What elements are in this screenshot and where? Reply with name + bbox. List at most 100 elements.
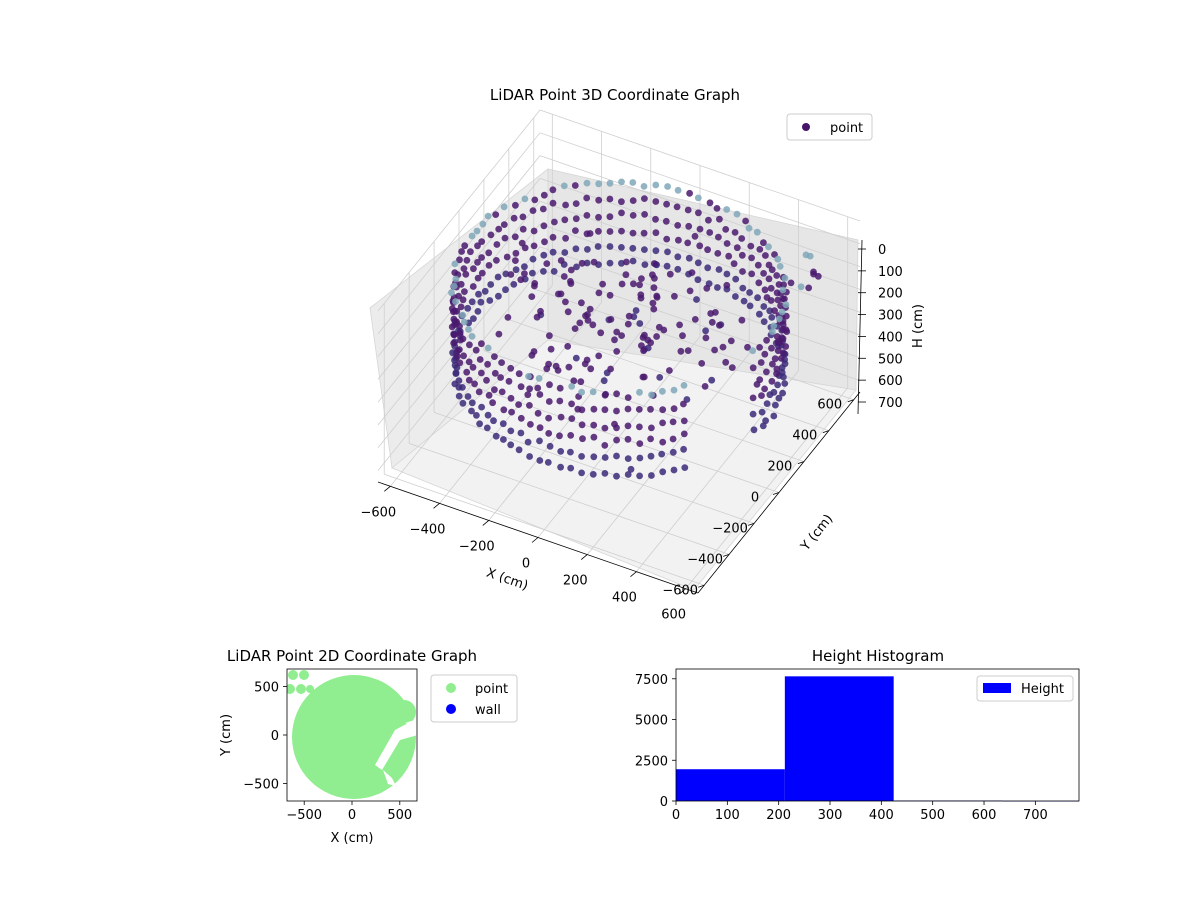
point-3d [543, 260, 551, 267]
y-tick-3d [772, 492, 780, 495]
point-3d [624, 320, 632, 328]
point-3d [763, 368, 770, 376]
point-3d [771, 307, 778, 315]
y-tick-label-3d: 600 [817, 398, 842, 413]
point-3d [452, 370, 460, 377]
point-3d [694, 276, 702, 284]
point-3d [730, 260, 738, 268]
x-tick-3d [531, 537, 539, 543]
histogram-ticks: 0 100 200 300 400 500 600 700 0 2500 5000 7500 [635, 673, 1048, 823]
point-3d [578, 388, 585, 396]
point-3d [761, 286, 769, 294]
point-3d [561, 249, 569, 256]
point-3d [459, 311, 467, 319]
point-3d [649, 299, 657, 307]
point-3d [487, 281, 495, 288]
point-3d [779, 286, 787, 294]
point-3d [499, 420, 507, 428]
point-3d [524, 438, 532, 446]
point-3d [746, 302, 754, 310]
point-3d [601, 391, 609, 399]
point-3d [448, 289, 455, 297]
point-3d [708, 318, 716, 326]
grid-line-z [377, 246, 861, 449]
point-3d [723, 206, 731, 213]
point-3d [494, 273, 502, 281]
point-3d [458, 248, 465, 255]
point-cluster-2 [299, 670, 309, 680]
point-3d [625, 312, 633, 320]
point-3d [490, 417, 497, 425]
point-3d [688, 269, 696, 276]
point-3d [502, 286, 509, 294]
point-3d [568, 400, 575, 408]
point-3d [641, 261, 649, 268]
point-3d [640, 373, 648, 381]
point-3d [648, 391, 655, 399]
point-3d [464, 304, 472, 312]
point-3d [492, 432, 500, 440]
grid-line-y [409, 442, 730, 555]
point-3d [534, 409, 542, 417]
point-3d [693, 296, 700, 303]
x-tick-label-3d: 200 [563, 574, 588, 589]
point-3d [606, 213, 614, 221]
y-tick-3d [847, 399, 854, 403]
legend-3d-label: point [830, 121, 863, 136]
point-3d [744, 343, 751, 351]
point-3d [723, 281, 731, 289]
point-3d [685, 222, 693, 230]
point-3d [664, 183, 671, 190]
point-3d [777, 355, 785, 362]
point-3d [463, 256, 471, 264]
point-3d [618, 209, 625, 217]
point-3d [556, 432, 563, 440]
point-3d [478, 340, 485, 348]
point-3d [797, 283, 805, 291]
point-3d [500, 406, 508, 414]
point-3d [659, 438, 667, 446]
point-3d [470, 265, 477, 273]
point-3d [550, 268, 558, 275]
point-3d [774, 255, 782, 263]
point-3d [521, 263, 528, 271]
point-3d [519, 213, 527, 221]
point-3d [459, 399, 467, 407]
point-3d [555, 290, 562, 298]
point-3d [572, 215, 580, 223]
y-tick-label-3d: −200 [712, 521, 748, 536]
z-axis-line [857, 239, 863, 415]
point-3d [451, 260, 459, 268]
point-3d [776, 263, 784, 270]
point-3d [518, 239, 526, 247]
point-disk [292, 675, 416, 799]
x-tick-label-hist: 600 [972, 808, 997, 823]
point-3d [685, 254, 693, 262]
point-3d [529, 269, 536, 277]
y-tick-3d [797, 461, 805, 464]
point-3d [526, 453, 533, 460]
point-3d [742, 217, 749, 225]
point-3d [739, 284, 747, 292]
point-3d [536, 457, 544, 464]
point-3d [606, 243, 614, 250]
point-3d [583, 179, 591, 187]
point-3d [638, 275, 645, 282]
point-3d [464, 393, 472, 400]
point-3d [638, 342, 645, 349]
point-3d [583, 259, 591, 267]
point-3d [770, 412, 778, 420]
point-3d [483, 376, 490, 384]
point-3d [572, 354, 580, 362]
point-3d [674, 253, 682, 261]
point-3d [684, 206, 692, 214]
point-3d [775, 394, 783, 402]
point-3d [584, 317, 592, 324]
point-3d [590, 433, 598, 441]
pane-floor [391, 339, 857, 591]
point-3d [484, 411, 492, 419]
point-3d [595, 289, 603, 297]
point-3d [607, 365, 614, 373]
point-3d [680, 445, 687, 453]
point-3d [549, 199, 557, 207]
